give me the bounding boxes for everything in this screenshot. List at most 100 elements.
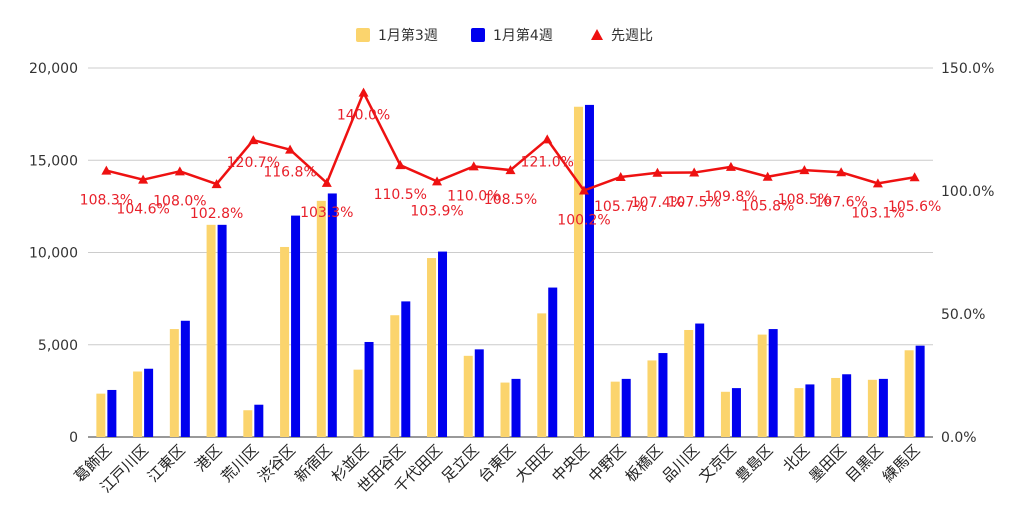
bar-week3 [757, 334, 767, 437]
bar-series [96, 104, 925, 438]
bar-week3 [133, 371, 143, 437]
bar-week3 [867, 379, 877, 437]
bar-week3 [427, 258, 437, 437]
ratio-data-label: 100.2% [557, 213, 610, 229]
line-series [101, 87, 920, 195]
ratio-point [725, 161, 736, 171]
bar-week4 [438, 251, 448, 437]
bar-week4 [731, 388, 741, 437]
bar-week4 [768, 329, 778, 437]
bar-week3 [904, 350, 914, 437]
ratio-data-label: 107.6% [814, 194, 867, 210]
bar-week4 [511, 378, 521, 437]
line-data-labels: 108.3%104.6%108.0%102.8% 120.7%116.8% 103.… [80, 108, 942, 229]
bar-week4 [621, 378, 631, 437]
bar-week3 [316, 200, 326, 437]
ratio-point [138, 174, 149, 184]
x-tick-label: 中央区 [548, 441, 593, 486]
bar-week3 [169, 329, 179, 437]
x-tick-label: 文京区 [695, 441, 740, 486]
y-left-tick-label: 20,000 [29, 61, 78, 77]
ratio-data-label: 110.0% [447, 188, 500, 204]
x-tick-label: 台東区 [475, 441, 520, 486]
bar-week3 [463, 355, 473, 437]
ratio-data-label: 105.7% [594, 199, 647, 215]
ratio-point [211, 179, 222, 189]
ratio-data-label: 108.5% [484, 192, 537, 208]
ratio-point [174, 166, 185, 176]
ratio-point [432, 176, 443, 186]
y-left-tick-label: 5,000 [38, 338, 78, 354]
x-tick-label: 板橋区 [622, 441, 667, 486]
bar-week3 [390, 315, 400, 437]
bar-week4 [658, 353, 668, 437]
x-tick-label: 中野区 [585, 441, 630, 486]
y-right-tick-label: 50.0% [941, 307, 985, 323]
bar-week4 [401, 301, 411, 437]
ratio-point [468, 161, 479, 171]
x-tick-label: 新宿区 [291, 441, 336, 486]
left-axis-ticks: 0 5,000 10,000 15,000 20,000 [29, 61, 78, 446]
bar-week3 [573, 106, 583, 438]
bar-week4 [878, 378, 888, 437]
y-right-tick-label: 0.0% [941, 430, 977, 446]
ratio-data-label: 102.8% [190, 206, 243, 222]
ratio-point [321, 177, 332, 187]
ratio-data-label: 108.0% [153, 193, 206, 209]
ratio-point [652, 167, 663, 177]
ratio-data-label: 104.6% [116, 202, 169, 218]
bar-week3 [831, 377, 841, 437]
legend-swatch-week4 [471, 28, 485, 42]
ratio-data-label: 110.5% [374, 187, 427, 203]
bar-week4 [584, 104, 594, 438]
bar-week3 [684, 329, 694, 437]
y-left-tick-label: 0 [69, 430, 78, 446]
bar-week4 [548, 287, 558, 437]
ratio-point [542, 134, 553, 144]
gridlines [88, 67, 933, 438]
ratio-data-label: 116.8% [263, 165, 316, 181]
right-axis-ticks: 0.0% 50.0% 100.0% 150.0% [941, 61, 994, 446]
ratio-point [872, 178, 883, 188]
x-tick-label: 目黒区 [842, 441, 887, 486]
bar-week3 [96, 393, 106, 437]
ratio-point [615, 171, 626, 181]
y-right-tick-label: 100.0% [941, 184, 994, 200]
ratio-data-label: 107.4% [631, 195, 684, 211]
ratio-point [762, 171, 773, 181]
bar-week3 [243, 410, 253, 437]
bar-week3 [206, 224, 216, 437]
ratio-data-label: 108.5% [778, 192, 831, 208]
bar-week3 [500, 382, 510, 437]
x-tick-label: 練馬区 [879, 441, 924, 486]
bar-week3 [647, 360, 657, 437]
x-tick-label: 豊島区 [732, 441, 777, 486]
x-tick-label: 渋谷区 [254, 441, 299, 486]
x-tick-label: 足立区 [438, 441, 483, 486]
ratio-line [106, 91, 915, 192]
ratio-point [248, 135, 259, 145]
bar-week4 [474, 349, 484, 437]
bar-week4 [805, 384, 815, 437]
bar-week4 [842, 374, 852, 437]
ratio-data-label: 120.7% [227, 155, 280, 171]
legend-swatch-week3 [356, 28, 370, 42]
bar-week4 [144, 368, 154, 437]
ratio-data-label: 107.5% [668, 195, 721, 211]
ratio-data-label: 103.9% [410, 203, 463, 219]
ratio-data-label: 121.0% [521, 154, 574, 170]
x-tick-label: 江東区 [144, 441, 189, 486]
legend: 1月第3週 1月第4週 先週比 [356, 27, 653, 44]
bar-week4 [327, 193, 337, 437]
ratio-data-label: 105.6% [888, 199, 941, 215]
ratio-point [689, 167, 700, 177]
x-tick-label: 大田区 [512, 441, 557, 486]
legend-label-week4: 1月第4週 [493, 27, 553, 44]
bar-week3 [353, 369, 363, 437]
bar-week4 [695, 323, 705, 437]
ratio-point [358, 87, 369, 97]
ratio-data-label: 103.3% [300, 205, 353, 221]
ratio-point [836, 167, 847, 177]
